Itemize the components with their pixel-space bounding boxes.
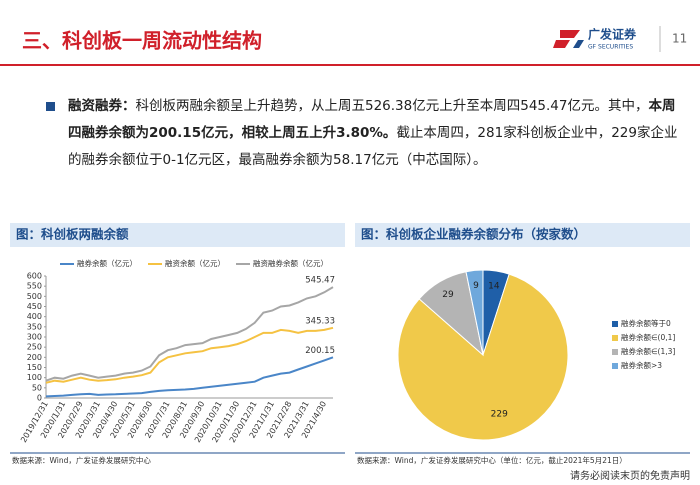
- logo-cn: 广发证券: [588, 27, 637, 42]
- legend-label: 融券余额∈(0,1]: [621, 332, 675, 342]
- series-line: [45, 286, 334, 382]
- text-run: 科创板两融余额呈上升趋势，从上周五526.38亿元上升至本周四545.47亿元。…: [135, 98, 649, 114]
- y-tick-label: 400: [27, 312, 42, 321]
- legend-swatch: [612, 321, 618, 327]
- y-tick-label: 200: [27, 353, 42, 362]
- y-tick-label: 450: [27, 302, 42, 311]
- legend-label: 融券余额（亿元）: [77, 258, 137, 268]
- legend-label: 融资余额（亿元）: [165, 258, 225, 268]
- series-line: [45, 356, 334, 398]
- paragraph: 融资融券：科创板两融余额呈上升趋势，从上周五526.38亿元上升至本周四545.…: [68, 93, 688, 174]
- panel-header: [10, 223, 345, 247]
- y-tick-label: 250: [27, 343, 42, 352]
- logo-mark-blue: [573, 40, 584, 48]
- logo-mark: [553, 30, 580, 48]
- bullet-mark: [46, 102, 55, 111]
- y-tick-label: 500: [27, 292, 42, 301]
- page-number: 11: [672, 32, 687, 46]
- pie-slice: [465, 269, 484, 356]
- end-label: 345.33: [305, 316, 335, 326]
- legend-label: 融券余额∈(1,3]: [621, 346, 675, 356]
- y-tick-label: 0: [37, 394, 42, 403]
- y-tick-label: 550: [27, 282, 42, 291]
- end-label: 200.15: [305, 346, 335, 356]
- legend-label: 融资融券余额（亿元）: [253, 258, 328, 268]
- y-tick-label: 350: [27, 322, 42, 331]
- text-run: 本周四融券余额为200.15亿元，相较上周五上升3.80%。: [68, 98, 676, 141]
- slice-label: 29: [442, 290, 454, 300]
- y-tick-label: 100: [27, 373, 42, 382]
- legend-label: 融券余额>3: [621, 360, 662, 370]
- y-tick-label: 50: [32, 383, 42, 392]
- y-tick-label: 600: [27, 272, 42, 281]
- header-rule: [0, 64, 700, 66]
- text-run: 截止本周四，281家科创板企业中，229家企业的融券余额位于0-1亿元区，最高融…: [68, 125, 678, 168]
- legend-label: 融券余额等于0: [621, 318, 671, 328]
- logo-en: GF SECURITIES: [588, 44, 633, 51]
- pie-slice: [397, 273, 569, 441]
- page-title: 三、科创板一周流动性结构: [22, 29, 262, 53]
- text-run: 融资融券：: [68, 98, 136, 114]
- end-label: 545.47: [305, 276, 335, 286]
- y-tick-label: 300: [27, 333, 42, 342]
- y-tick-label: 150: [27, 363, 42, 372]
- panel-header: [355, 223, 690, 247]
- chart-title: 图：科创板两融余额: [16, 227, 129, 242]
- slice-label: 9: [473, 281, 479, 291]
- source: 数据来源：Wind，广发证券发展研究中心: [12, 455, 151, 465]
- footer: 请务必阅读末页的免责声明: [570, 469, 690, 482]
- source: 数据来源：Wind，广发证券发展研究中心（单位：亿元，截止2021年5月21日）: [357, 455, 627, 465]
- chart-title: 图：科创板企业融券余额分布（按家数）: [361, 227, 586, 242]
- slice-label: 229: [491, 410, 508, 420]
- legend-swatch: [612, 363, 618, 369]
- legend-swatch: [612, 335, 618, 341]
- series-line: [45, 326, 334, 384]
- legend-swatch: [612, 349, 618, 355]
- slice-label: 14: [488, 282, 500, 292]
